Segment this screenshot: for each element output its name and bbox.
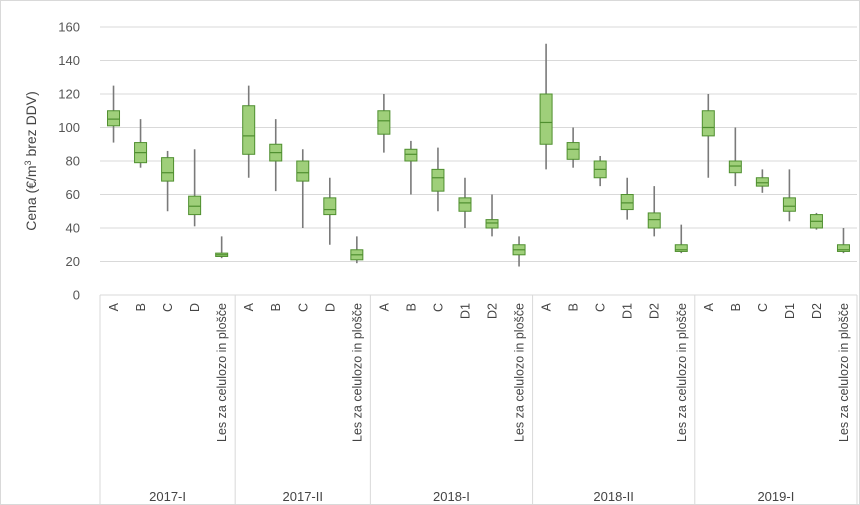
box-item: [728, 127, 742, 187]
box-item: [404, 140, 418, 195]
box-item: [242, 85, 256, 178]
box-iqr: [647, 212, 661, 229]
gridlines: [100, 26, 857, 296]
category-label: B: [269, 303, 283, 311]
category-label: Les za celulozo in plošče: [215, 303, 229, 442]
box-iqr: [755, 177, 769, 187]
group-label: 2018-I: [433, 489, 470, 504]
box-iqr: [404, 148, 418, 162]
y-tick-label: 100: [58, 120, 80, 135]
box-iqr: [188, 195, 202, 216]
category-label: B: [404, 303, 418, 311]
category-label: C: [296, 303, 310, 312]
box-item: [755, 169, 769, 193]
box-item: [620, 177, 634, 220]
category-label: A: [377, 302, 391, 311]
category-label: D: [188, 303, 202, 312]
category-label: Les za celulozo in plošče: [675, 303, 689, 442]
box-item: [134, 119, 148, 168]
category-label: C: [756, 303, 770, 312]
category-label: A: [242, 302, 256, 311]
category-axis: 2017-I 2017-II 2018-I 2018-II 2019-I A B C D Les …: [99, 295, 858, 505]
y-tick-label: 80: [66, 154, 80, 169]
y-tick-label: 160: [58, 20, 80, 35]
group-label: 2019-I: [757, 489, 794, 504]
category-label: B: [729, 303, 743, 311]
y-tick-label: 20: [66, 254, 80, 269]
box-iqr: [674, 244, 688, 252]
box-iqr: [782, 197, 796, 212]
category-label: D: [323, 303, 337, 312]
box-iqr: [431, 168, 445, 192]
category-label: A: [107, 302, 121, 311]
category-label: B: [134, 303, 148, 311]
category-label: B: [567, 303, 581, 311]
box-item: [512, 236, 526, 267]
box-iqr: [161, 157, 175, 182]
box-item: [593, 155, 607, 187]
box-item: [161, 150, 175, 212]
box-iqr: [728, 160, 742, 174]
box-item: [566, 127, 580, 168]
box-item: [539, 43, 553, 170]
category-label: C: [594, 303, 608, 312]
box-iqr: [836, 244, 850, 252]
box-iqr: [620, 194, 634, 211]
category-label: A: [540, 302, 554, 311]
box-item: [431, 147, 445, 212]
box-iqr: [107, 110, 121, 127]
box-item: [107, 85, 121, 143]
category-label: Les za celulozo in plošče: [837, 303, 851, 442]
box-item: [296, 149, 310, 228]
category-label: A: [702, 302, 716, 311]
box-iqr: [566, 142, 580, 160]
box-item: [188, 149, 202, 227]
category-label: D1: [783, 303, 797, 319]
category-label: Les za celulozo in plošče: [350, 303, 364, 442]
box-item: [809, 212, 823, 230]
box-item: [647, 186, 661, 237]
category-label: C: [431, 303, 445, 312]
category-label: Les za celulozo in plošče: [513, 303, 527, 442]
box-iqr: [539, 93, 553, 145]
box-iqr: [296, 160, 310, 182]
y-tick-label: 120: [58, 87, 80, 102]
group-label: 2017-I: [149, 489, 186, 504]
box-item: [350, 236, 364, 264]
box-iqr: [458, 197, 472, 212]
box-item: [674, 224, 688, 254]
box-iqr: [242, 105, 256, 155]
category-label: D1: [621, 303, 635, 319]
box-item: [269, 119, 283, 192]
box-series: [107, 43, 850, 267]
group-label: 2017-II: [283, 489, 323, 504]
box-iqr: [323, 197, 337, 216]
y-tick-label: 60: [66, 187, 80, 202]
y-tick-label: 0: [73, 288, 80, 303]
box-item: [215, 236, 229, 259]
group-label: 2018-II: [593, 489, 633, 504]
category-label: D2: [810, 303, 824, 319]
y-axis-ticks: 0 20 40 60 80 100 120 140 160: [58, 20, 80, 303]
y-axis-title: Cena (€/m3 brez DDV): [23, 91, 39, 231]
box-item: [458, 177, 472, 228]
box-item: [782, 169, 796, 222]
box-item: [485, 194, 499, 237]
y-tick-label: 140: [58, 53, 80, 68]
category-label: C: [161, 303, 175, 312]
category-label: D2: [486, 303, 500, 319]
box-iqr: [377, 110, 391, 135]
box-iqr: [485, 219, 499, 229]
box-item: [701, 94, 715, 178]
y-tick-label: 40: [66, 221, 80, 236]
box-item: [323, 177, 337, 245]
box-iqr: [701, 110, 715, 137]
category-label: D2: [648, 303, 662, 319]
category-label: D1: [458, 303, 472, 319]
box-item: [377, 94, 391, 153]
box-item: [836, 228, 850, 254]
